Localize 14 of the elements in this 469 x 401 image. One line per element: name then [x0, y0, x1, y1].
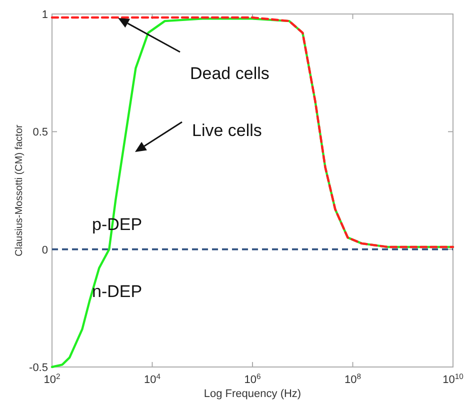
y-tick-label: -0.5	[29, 362, 48, 374]
y-tick-label: 1	[42, 9, 48, 21]
y-axis-title: Clausius-Mossotti (CM) factor	[14, 124, 25, 256]
y-tick-label: 0.5	[32, 126, 48, 139]
x-axis-title: Log Frequency (Hz)	[204, 388, 302, 400]
y-tick-label: 0	[42, 244, 48, 256]
x-tick-label: 10$^{4}$	[144, 372, 162, 386]
x-tick-label: 10$^{6}$	[244, 372, 261, 386]
annotation: Live cells	[192, 121, 262, 140]
annotation: Dead cells	[190, 64, 270, 83]
x-tick-label: 10$^{10}$	[442, 372, 464, 386]
x-tick-label: 10$^{8}$	[344, 372, 362, 386]
annotation: n-DEP	[92, 282, 142, 301]
x-tick-label: 10$^{2}$	[44, 372, 60, 386]
